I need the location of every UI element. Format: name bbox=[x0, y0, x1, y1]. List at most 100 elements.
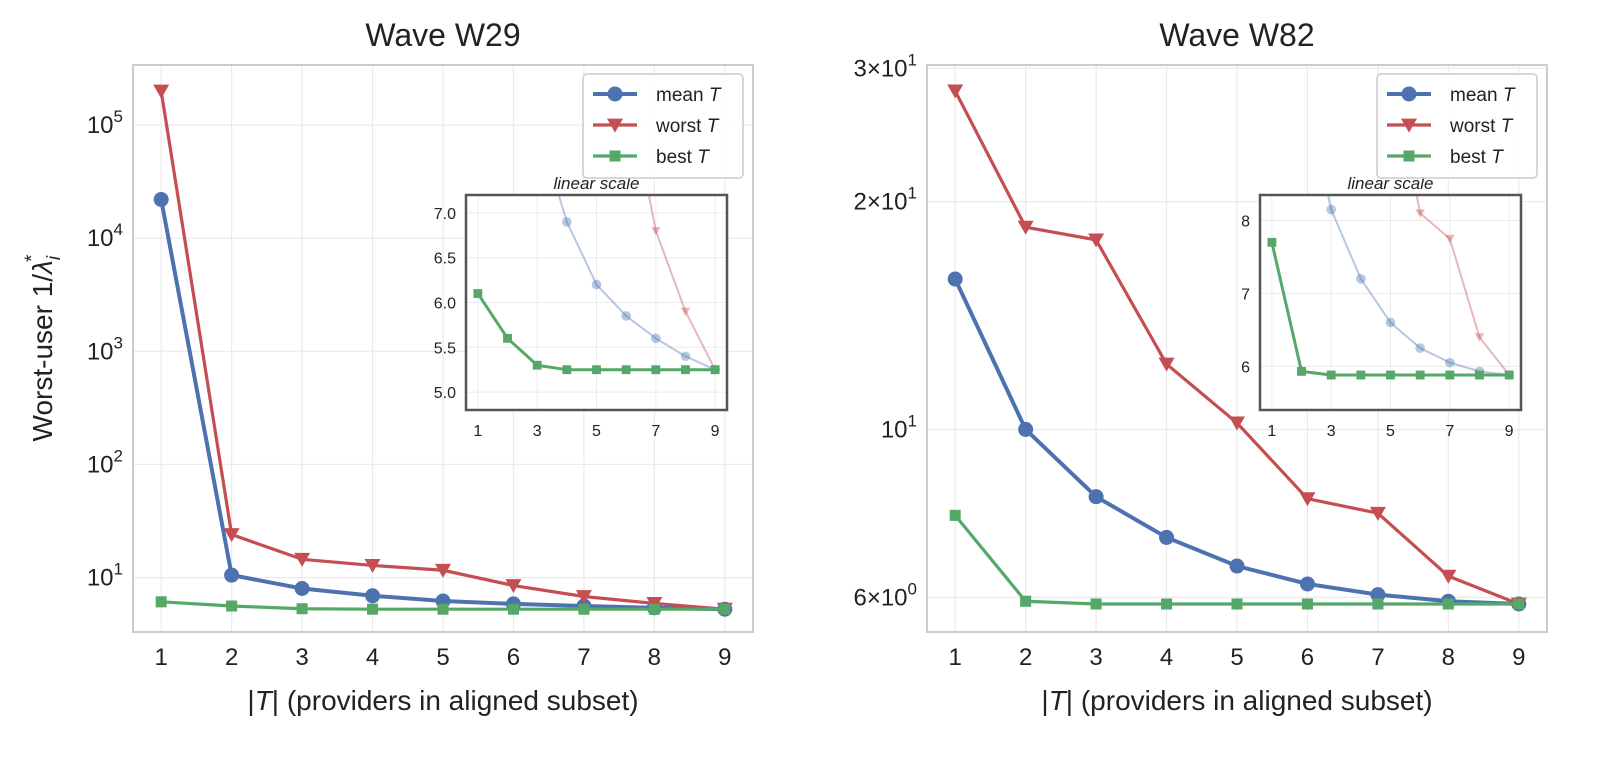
data-point-worst bbox=[1158, 357, 1175, 372]
x-label-part: | (providers in aligned subset) bbox=[1066, 685, 1433, 716]
y-tick-base: 2×10 bbox=[853, 189, 907, 216]
inset-y-tick-text: 5.0 bbox=[434, 385, 456, 402]
y-tick-base: 10 bbox=[87, 112, 114, 139]
inset-y-tick-text: 6.5 bbox=[434, 251, 456, 268]
data-point-worst bbox=[364, 559, 381, 574]
inset-data-point-mean bbox=[1297, 70, 1307, 80]
x-tick-text: 1 bbox=[155, 644, 168, 671]
x-label-var: T bbox=[255, 685, 274, 716]
x-tick-label: 4 bbox=[366, 644, 379, 671]
inset-data-point-worst bbox=[680, 307, 691, 317]
x-tick-text: 4 bbox=[366, 644, 379, 671]
x-tick-text: 2 bbox=[1019, 644, 1032, 671]
legend-text: best bbox=[1450, 147, 1491, 168]
data-point-worst bbox=[435, 563, 451, 578]
x-tick-label: 8 bbox=[1442, 644, 1455, 671]
legend-marker-best bbox=[609, 150, 621, 162]
x-tick-label: 6 bbox=[507, 644, 520, 671]
data-point-best bbox=[719, 603, 731, 615]
data-point-mean bbox=[1088, 489, 1104, 505]
legend-label-worst: worst T bbox=[655, 116, 720, 137]
y-tick-label: 105 bbox=[87, 107, 123, 139]
y-tick-exponent: 1 bbox=[908, 50, 917, 69]
data-point-best bbox=[1090, 598, 1102, 610]
legend-label-best: best T bbox=[656, 147, 710, 168]
inset-data-point-best bbox=[1326, 370, 1336, 380]
inset-y-tick-text: 7 bbox=[1241, 286, 1250, 303]
x-tick-text: 4 bbox=[1160, 644, 1173, 671]
inset-data-point-mean bbox=[1356, 274, 1366, 284]
legend-var: T bbox=[697, 147, 710, 168]
y-tick-base: 3×10 bbox=[853, 55, 907, 82]
legend-box bbox=[1376, 73, 1538, 179]
data-point-worst bbox=[1369, 506, 1386, 521]
inset-y-tick-label: 6.5 bbox=[434, 251, 456, 268]
y-tick-exponent: 5 bbox=[114, 107, 123, 126]
inset-data-point-best bbox=[473, 289, 483, 298]
data-point-worst bbox=[1088, 233, 1105, 248]
inset-gridlines bbox=[466, 195, 727, 410]
y-tick-exponent: 2 bbox=[114, 446, 123, 465]
x-label-part: | bbox=[247, 685, 254, 716]
inset-data-point-worst bbox=[1445, 234, 1455, 244]
legend-text: mean bbox=[1450, 85, 1503, 106]
inset-data-point-best bbox=[1386, 370, 1395, 380]
legend-marker-mean bbox=[1401, 86, 1417, 102]
x-tick-label: 7 bbox=[1371, 644, 1384, 671]
inset-data-point-best bbox=[1356, 370, 1366, 380]
inset-x-tick-text: 9 bbox=[711, 423, 720, 440]
inset-data-point-best bbox=[1297, 366, 1306, 376]
x-tick-label: 6 bbox=[1301, 644, 1314, 671]
y-label-subscript: i bbox=[44, 255, 65, 260]
legend-label-best: best T bbox=[1450, 147, 1504, 168]
data-point-mean bbox=[1229, 558, 1245, 574]
chart-title: Wave W82 bbox=[1159, 17, 1314, 53]
inset-x-tick-text: 5 bbox=[592, 423, 601, 440]
data-point-best bbox=[367, 603, 379, 615]
x-tick-label: 9 bbox=[718, 644, 731, 671]
inset-x-tick-label: 7 bbox=[651, 423, 660, 440]
legend-text: worst bbox=[1449, 116, 1501, 137]
inset-data-point-best bbox=[1504, 370, 1514, 380]
x-tick-label: 2 bbox=[225, 644, 238, 671]
data-point-mean bbox=[1370, 587, 1386, 603]
x-tick-text: 3 bbox=[295, 644, 308, 671]
data-point-mean bbox=[153, 191, 169, 207]
x-tick-text: 7 bbox=[1371, 644, 1384, 671]
y-tick-exponent: 3 bbox=[114, 333, 123, 352]
y-tick-exponent: 4 bbox=[114, 220, 123, 239]
x-tick-label: 3 bbox=[1089, 644, 1102, 671]
data-point-worst bbox=[1299, 492, 1316, 507]
y-tick-base: 10 bbox=[87, 451, 114, 478]
data-point-worst bbox=[505, 579, 522, 594]
inset-y-tick-label: 6.0 bbox=[434, 296, 456, 313]
inset-series-line-mean bbox=[1326, 195, 1510, 377]
inset-x-tick-text: 9 bbox=[1505, 423, 1514, 440]
inset-x-tick-label: 5 bbox=[1386, 423, 1395, 440]
y-tick-label: 2×101 bbox=[853, 184, 917, 216]
inset-plot-area bbox=[473, 195, 720, 375]
x-tick-text: 1 bbox=[949, 644, 962, 671]
data-point-best bbox=[296, 603, 308, 615]
data-point-best bbox=[1231, 598, 1243, 610]
y-tick-base: 10 bbox=[87, 338, 114, 365]
inset-y-tick-label: 5.0 bbox=[434, 385, 456, 402]
inset-series-line-mean bbox=[557, 195, 716, 371]
legend-label-mean: mean T bbox=[1450, 85, 1516, 106]
data-point-mean bbox=[294, 581, 310, 597]
y-label-part: Worst-user 1/ bbox=[27, 274, 58, 442]
y-label-superscript: * bbox=[22, 254, 43, 262]
y-label-var: λ bbox=[27, 260, 58, 276]
data-point-worst bbox=[1440, 569, 1457, 584]
x-tick-text: 7 bbox=[577, 644, 590, 671]
x-tick-text: 3 bbox=[1089, 644, 1102, 671]
inset-series-line-worst bbox=[1415, 195, 1510, 376]
y-axis-label: Worst-user 1/λi* bbox=[22, 254, 65, 442]
x-label-part: | bbox=[1041, 685, 1048, 716]
data-point-worst bbox=[1229, 416, 1245, 431]
y-tick-label: 6×100 bbox=[853, 579, 917, 611]
y-tick-label: 3×101 bbox=[853, 50, 917, 82]
